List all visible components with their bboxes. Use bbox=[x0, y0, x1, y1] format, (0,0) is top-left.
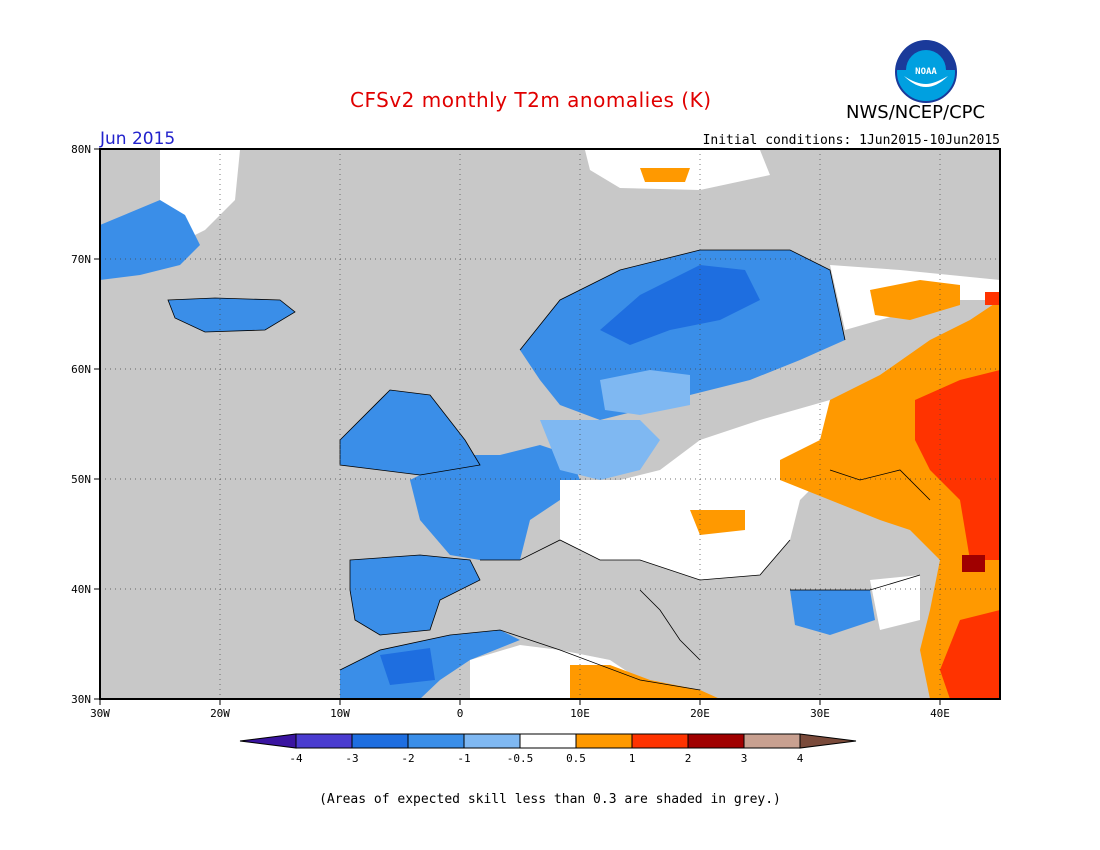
colorbar-label: 3 bbox=[741, 752, 748, 765]
lat-label-70n: 70N bbox=[71, 253, 91, 266]
chart-title: CFSv2 monthly T2m anomalies (K) bbox=[350, 88, 712, 112]
colorbar-cell-7 bbox=[631, 733, 689, 749]
lat-label-50n: 50N bbox=[71, 473, 91, 486]
morocco-strong-cool bbox=[380, 648, 435, 685]
lat-label-30n: 30N bbox=[71, 693, 91, 706]
lon-label-10e: 10E bbox=[570, 707, 590, 720]
lon-label-20e: 20E bbox=[690, 707, 710, 720]
iberia-cool bbox=[350, 555, 480, 635]
nordic-strong-cool bbox=[600, 265, 760, 345]
colorbar-cell-1 bbox=[295, 733, 353, 749]
colorbar bbox=[239, 733, 857, 749]
lat-label-40n: 40N bbox=[71, 583, 91, 596]
colorbar-label: -1 bbox=[457, 752, 470, 765]
lat-label-80n: 80N bbox=[71, 143, 91, 156]
svalbard-warm bbox=[640, 168, 690, 182]
colorbar-label: -2 bbox=[401, 752, 414, 765]
lon-label-40e: 40E bbox=[930, 707, 950, 720]
caucasus-dark-warm bbox=[962, 555, 985, 572]
british-isles-cool bbox=[340, 390, 480, 475]
russia-strong-warm-south bbox=[940, 610, 1000, 699]
colorbar-label: -4 bbox=[289, 752, 303, 765]
colorbar-label: 2 bbox=[685, 752, 692, 765]
map-frame bbox=[99, 148, 1001, 700]
colorbar-label: 1 bbox=[629, 752, 636, 765]
greenland-cool bbox=[100, 200, 200, 280]
coastlines bbox=[167, 249, 931, 691]
sweden-slight-cool bbox=[600, 370, 690, 415]
lon-label-0: 0 bbox=[457, 707, 464, 720]
lon-label-20w: 20W bbox=[210, 707, 230, 720]
arctic-russia-strong-warm bbox=[985, 292, 1000, 305]
lon-label-30e: 30E bbox=[810, 707, 830, 720]
logo-text: NOAA bbox=[915, 67, 937, 77]
gridlines bbox=[100, 149, 1000, 699]
initial-conditions-label: Initial conditions: 1Jun2015-10Jun2015 bbox=[702, 133, 1000, 148]
colorbar-cell-5 bbox=[519, 733, 577, 749]
colorbar-cell-2 bbox=[351, 733, 409, 749]
colorbar-label: -0.5 bbox=[507, 752, 534, 765]
central-europe-slight-cool bbox=[540, 420, 660, 480]
agency-label: NWS/NCEP/CPC bbox=[846, 102, 986, 123]
lon-label-30w: 30W bbox=[90, 707, 110, 720]
colorbar-arrow-high bbox=[799, 733, 857, 749]
colorbar-cell-4 bbox=[463, 733, 521, 749]
lat-label-60n: 60N bbox=[71, 363, 91, 376]
lon-label-10w: 10W bbox=[330, 707, 350, 720]
colorbar-label: -3 bbox=[345, 752, 358, 765]
colorbar-label: 0.5 bbox=[566, 752, 586, 765]
scandinavia-cool bbox=[520, 250, 845, 420]
colorbar-label: 4 bbox=[797, 752, 804, 765]
turkey-cool bbox=[790, 590, 875, 635]
iceland-cool bbox=[168, 298, 295, 332]
noaa-logo: NOAA bbox=[895, 40, 957, 103]
colorbar-cell-8 bbox=[687, 733, 745, 749]
colorbar-labels: -4 -3 -2 -1 -0.5 0.5 1 2 3 4 bbox=[289, 752, 803, 765]
turkey-white bbox=[870, 575, 920, 630]
skill-note: (Areas of expected skill less than 0.3 a… bbox=[319, 792, 781, 807]
balkan-warm bbox=[690, 510, 745, 535]
tick-marks bbox=[94, 148, 941, 705]
month-label: Jun 2015 bbox=[100, 129, 176, 149]
colorbar-cell-6 bbox=[575, 733, 633, 749]
arctic-russia-warm bbox=[870, 280, 960, 320]
colorbar-cell-3 bbox=[407, 733, 465, 749]
libya-warm bbox=[570, 665, 720, 699]
russia-strong-warm bbox=[915, 370, 1000, 560]
colorbar-cell-9 bbox=[743, 733, 801, 749]
colorbar-arrow-low bbox=[239, 733, 297, 749]
western-europe-cool bbox=[410, 445, 580, 560]
